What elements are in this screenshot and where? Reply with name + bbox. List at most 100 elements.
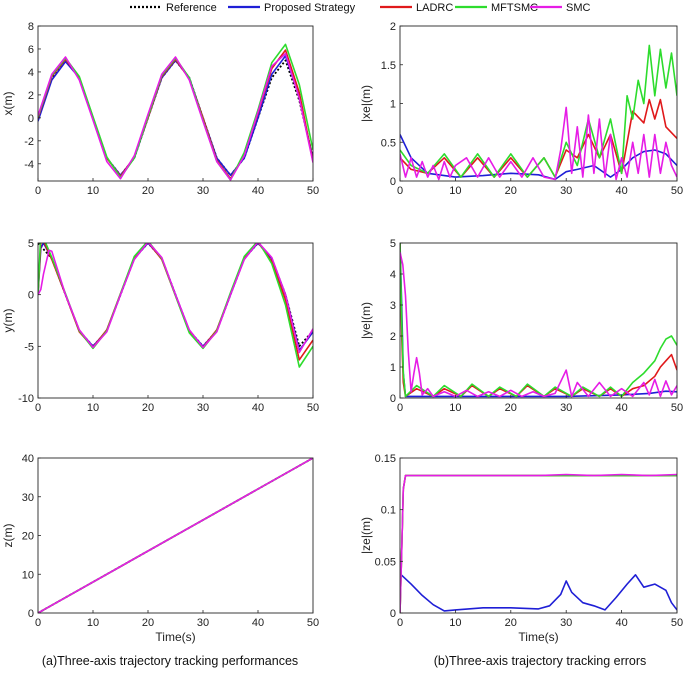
ytick-xe-3: 1.5	[381, 60, 396, 72]
ytick-ye-1: 1	[390, 362, 396, 374]
caption-left: (a)Three-axis trajectory tracking perfor…	[42, 654, 298, 668]
ytick-y-3: 5	[28, 238, 34, 250]
ytick-ze-1: 0.05	[375, 556, 396, 568]
xtick-xe-3: 30	[560, 185, 572, 197]
ytick-ye-2: 2	[390, 331, 396, 343]
axes-frame-y	[37, 242, 314, 399]
xlabel-ze: Time(s)	[518, 630, 558, 644]
xtick-ze-0: 0	[397, 617, 403, 629]
xtick-x-3: 30	[197, 185, 209, 197]
xtick-z-5: 50	[307, 617, 319, 629]
xtick-ye-2: 20	[505, 402, 517, 414]
panel-x: 0 10 20 30 40 50 -4 -2 0 2 4 6 8 x(m)	[1, 21, 319, 197]
series-ye-ladrc	[400, 243, 677, 398]
ytick-ze-3: 0.15	[375, 453, 396, 465]
axes-frame-x	[37, 25, 314, 182]
xtick-xe-2: 20	[505, 185, 517, 197]
legend-label-2: LADRC	[416, 2, 453, 14]
xtick-ze-3: 30	[560, 617, 572, 629]
xtick-y-0: 0	[35, 402, 41, 414]
ytick-y-1: -5	[24, 341, 34, 353]
series-x-ladrc	[38, 49, 313, 180]
xtick-ze-2: 20	[505, 617, 517, 629]
xtick-y-3: 30	[197, 402, 209, 414]
ytick-z-1: 10	[22, 569, 34, 581]
series-xe-smc	[400, 106, 677, 181]
series-ye-mftsmc	[400, 243, 677, 398]
ytick-xe-4: 2	[390, 21, 396, 33]
ylabel-y: y(m)	[1, 309, 15, 333]
legend-label-4: SMC	[566, 2, 591, 14]
xtick-ze-1: 10	[449, 617, 461, 629]
series-ze-proposed-strategy	[400, 573, 677, 612]
axes-frame-ze	[399, 457, 678, 614]
axes-frame-ye	[399, 242, 678, 399]
xtick-xe-4: 40	[615, 185, 627, 197]
xtick-y-1: 10	[87, 402, 99, 414]
ytick-x-6: 8	[28, 21, 34, 33]
xtick-xe-1: 10	[449, 185, 461, 197]
xtick-ze-5: 50	[671, 617, 683, 629]
series-x-smc	[38, 52, 313, 181]
ytick-y-2: 0	[28, 290, 34, 302]
series-x-mftsmc	[38, 43, 313, 181]
legend-label-0: Reference	[166, 2, 217, 14]
xtick-z-4: 40	[252, 617, 264, 629]
xtick-ye-4: 40	[615, 402, 627, 414]
ylabel-x: x(m)	[1, 92, 15, 116]
xtick-z-1: 10	[87, 617, 99, 629]
series-xe-ladrc	[400, 98, 677, 178]
series-y-smc	[38, 243, 313, 354]
ytick-z-3: 30	[22, 492, 34, 504]
xtick-ye-1: 10	[449, 402, 461, 414]
panel-z: 0 10 20 30 40 50 0 10 20 30 40 z(m) Time(s)	[1, 453, 319, 644]
xtick-ye-5: 50	[671, 402, 683, 414]
legend-label-3: MFTSMC	[491, 2, 538, 14]
ytick-ze-0: 0	[390, 608, 396, 620]
panel-xe: 0 10 20 30 40 50 0 0.5 1 1.5 2 |xe|(m)	[359, 21, 683, 197]
ytick-ye-5: 5	[390, 238, 396, 250]
series-ze-smc	[400, 473, 677, 613]
ytick-x-0: -4	[24, 159, 34, 171]
ytick-z-2: 20	[22, 531, 34, 543]
xtick-xe-5: 50	[671, 185, 683, 197]
ytick-y-0: -10	[18, 393, 34, 405]
ytick-ye-3: 3	[390, 300, 396, 312]
ytick-x-2: 0	[28, 113, 34, 125]
panel-ze: 0 10 20 30 40 50 0 0.05 0.1 0.15 |ze|(m) Time(s)	[359, 453, 683, 644]
xtick-x-4: 40	[252, 185, 264, 197]
ylabel-ze: |ze|(m)	[359, 517, 373, 554]
ytick-x-4: 4	[28, 67, 34, 79]
ytick-z-0: 0	[28, 608, 34, 620]
xtick-xe-0: 0	[397, 185, 403, 197]
xtick-z-0: 0	[35, 617, 41, 629]
xtick-x-0: 0	[35, 185, 41, 197]
ylabel-z: z(m)	[1, 524, 15, 548]
ytick-xe-2: 1	[390, 99, 396, 111]
xtick-z-2: 20	[142, 617, 154, 629]
xtick-ye-0: 0	[397, 402, 403, 414]
ytick-x-3: 2	[28, 90, 34, 102]
panel-ye: 0 10 20 30 40 50 0 1 2 3 4 5 |ye|(m)	[359, 238, 683, 414]
series-ze-ladrc	[400, 474, 677, 613]
xtick-x-5: 50	[307, 185, 319, 197]
ytick-xe-1: 0.5	[381, 137, 396, 149]
panel-y: 0 10 20 30 40 50 -10 -5 0 5 y(m)	[1, 238, 319, 414]
series-x-proposed-strategy	[38, 55, 313, 177]
xtick-ye-3: 30	[560, 402, 572, 414]
xtick-x-1: 10	[87, 185, 99, 197]
xtick-y-2: 20	[142, 402, 154, 414]
ylabel-xe: |xe|(m)	[359, 85, 373, 122]
ytick-x-5: 6	[28, 44, 34, 56]
series-ze-mftsmc	[400, 474, 677, 613]
xtick-y-4: 40	[252, 402, 264, 414]
ytick-z-4: 40	[22, 453, 34, 465]
ytick-x-1: -2	[24, 136, 34, 148]
ytick-ze-2: 0.1	[381, 505, 396, 517]
ytick-ye-0: 0	[390, 393, 396, 405]
series-y-mftsmc	[38, 243, 313, 368]
ytick-xe-0: 0	[390, 176, 396, 188]
xlabel-z: Time(s)	[155, 630, 195, 644]
